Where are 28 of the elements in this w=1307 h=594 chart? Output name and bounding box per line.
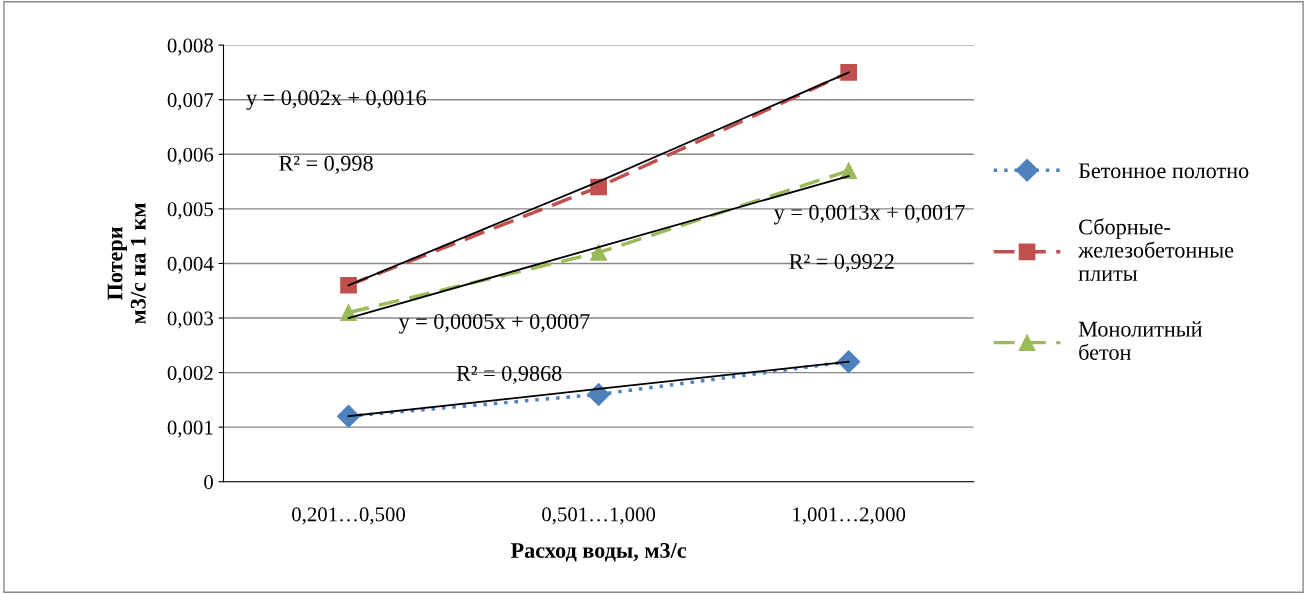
annotation: R² = 0,9868 [456, 365, 562, 385]
y-tick-label: 0,006 [167, 147, 214, 165]
y-tick-label: 0,007 [167, 93, 214, 111]
legend-label: Монолитный бетон [1078, 321, 1203, 360]
x-tick-label: 1,001…2,000 [793, 507, 906, 525]
y-tick-label: 0,001 [167, 420, 213, 438]
y-tick-label: 0 [204, 475, 213, 490]
y-tick-label: 0,004 [167, 256, 214, 274]
annotation: R² = 0,9922 [789, 254, 894, 273]
legend-label: Бетонное полотно [1078, 163, 1249, 179]
y-axis-title: Потери м3/с на 1 км [107, 203, 146, 324]
point [840, 64, 858, 81]
y-tick-label: 0,002 [167, 365, 213, 384]
y-tick-label: 0,008 [167, 38, 213, 56]
point [337, 404, 361, 428]
x-axis-title: Расход воды, м3/с [510, 543, 687, 562]
y-tick-label: 0,003 [167, 311, 213, 329]
x-tick-label: 0,201…0,500 [292, 507, 406, 525]
annotation: y = 0,0013x + 0,0017 [773, 204, 965, 225]
x-tick-label: 0,501…1,000 [542, 507, 656, 525]
annotation: R² = 0,998 [279, 155, 373, 174]
y-tick-label: 0,005 [167, 202, 213, 220]
point [590, 244, 607, 261]
point [837, 350, 861, 374]
annotation: y = 0,0005x + 0,0007 [398, 313, 590, 334]
point [340, 276, 357, 294]
legend-label: Сборные-железобетонные плиты [1078, 218, 1234, 281]
annotation: y = 0,002x + 0,0016 [246, 90, 426, 110]
